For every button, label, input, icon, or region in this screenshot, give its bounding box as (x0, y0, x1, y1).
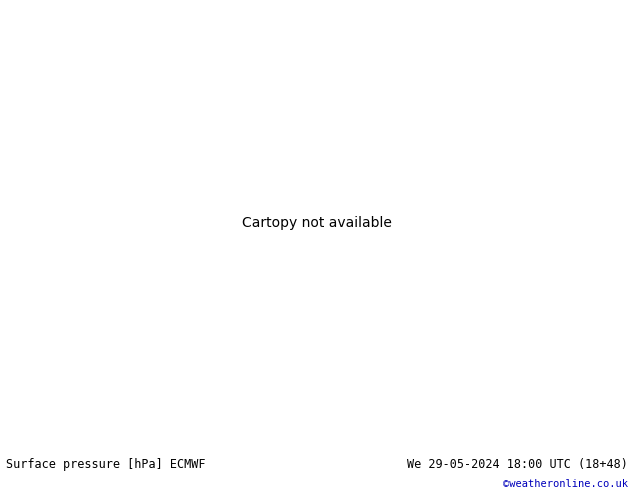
Text: We 29-05-2024 18:00 UTC (18+48): We 29-05-2024 18:00 UTC (18+48) (407, 458, 628, 470)
Text: Cartopy not available: Cartopy not available (242, 217, 392, 230)
Text: Surface pressure [hPa] ECMWF: Surface pressure [hPa] ECMWF (6, 458, 206, 470)
Text: ©weatheronline.co.uk: ©weatheronline.co.uk (503, 479, 628, 489)
